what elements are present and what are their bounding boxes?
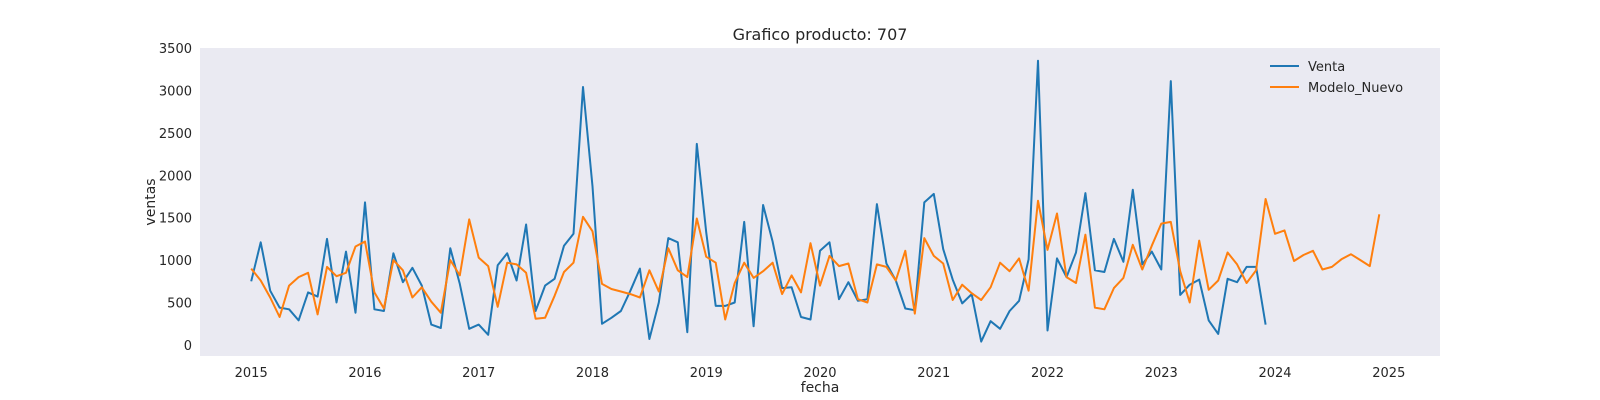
x-tick-label: 2016 [348, 366, 381, 381]
x-tick-label: 2024 [1258, 366, 1291, 381]
y-tick-labels: 0 500 1000 1500 2000 2500 3000 3500 [159, 42, 192, 354]
x-tick-label: 2023 [1145, 366, 1178, 381]
y-tick-label: 3000 [159, 84, 192, 99]
legend-label: Venta [1308, 60, 1345, 75]
series-line-venta [250, 59, 1267, 343]
y-tick-label: 3500 [159, 42, 192, 57]
plot-area [200, 48, 1440, 356]
y-tick-label: 1000 [159, 254, 192, 269]
x-tick-label: 2025 [1372, 366, 1405, 381]
y-tick-label: 500 [167, 297, 192, 312]
legend: Venta Modelo_Nuevo [1270, 60, 1403, 96]
x-tick-label: 2021 [917, 366, 950, 381]
x-tick-label: 2017 [462, 366, 495, 381]
x-tick-label: 2019 [690, 366, 723, 381]
x-tick-label: 2020 [803, 366, 836, 381]
x-tick-label: 2015 [235, 366, 268, 381]
x-tick-label: 2022 [1031, 366, 1064, 381]
x-tick-labels: 2015 2016 2017 2018 2019 2020 2021 2022 2023 2024… [235, 366, 1406, 381]
y-tick-label: 2500 [159, 127, 192, 142]
chart-title: Grafico producto: 707 [733, 25, 908, 44]
x-axis-title: fecha [801, 380, 840, 396]
y-axis-title: ventas [143, 178, 159, 225]
y-tick-label: 2000 [159, 169, 192, 184]
series-lines [250, 59, 1381, 343]
y-tick-label: 0 [184, 339, 192, 354]
y-tick-label: 1500 [159, 212, 192, 227]
x-tick-label: 2018 [576, 366, 609, 381]
legend-label: Modelo_Nuevo [1308, 81, 1403, 96]
series-line-modelo-nuevo [250, 198, 1381, 321]
